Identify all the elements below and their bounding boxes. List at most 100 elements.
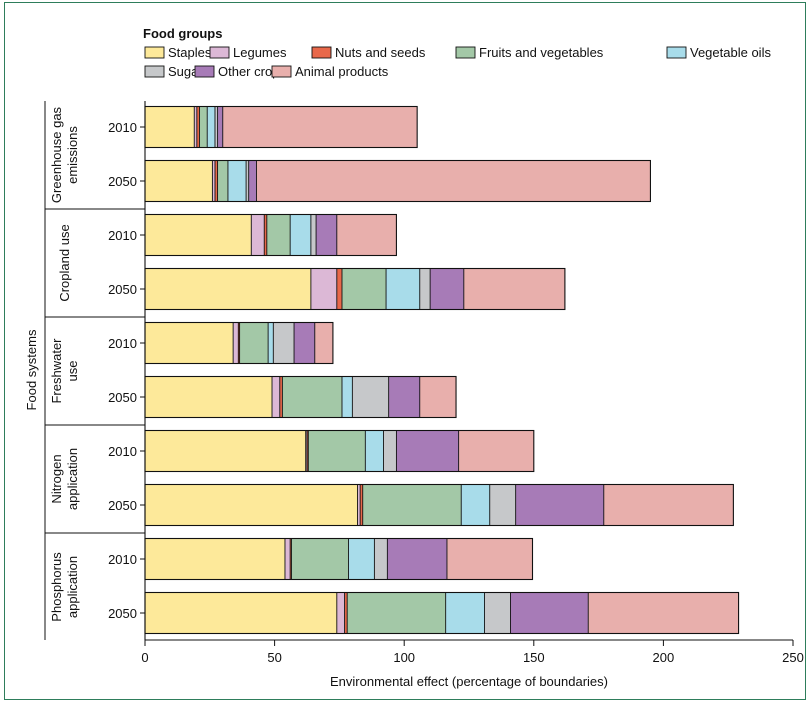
y-axis-title: Food systems [24,329,39,410]
legend-label-fruits-and-vegetables: Fruits and vegetables [479,45,604,60]
x-tick-label-0: 0 [141,650,148,665]
bar-segment-cropland-use-2050-other-crops [430,268,464,310]
bar-segment-phosphorus-application-2010-fruits-and-vegetables [291,538,349,580]
bar-segment-nitrogen-application-2050-animal-products [603,484,734,526]
bar-segment-cropland-use-2050-sugar [419,268,431,310]
bar-segment-greenhouse-gas-emissions-2050-vegetable-oils [227,160,247,202]
bar-segment-phosphorus-application-2050-other-crops [510,592,589,634]
bar-segment-greenhouse-gas-emissions-2050-sugar [246,160,249,202]
legend-label-vegetable-oils: Vegetable oils [690,45,771,60]
year-label-cropland-use-2050: 2050 [108,282,137,297]
bar-segment-phosphorus-application-2050-vegetable-oils [445,592,485,634]
bar-segment-freshwater-use-2050-vegetable-oils [341,376,353,418]
x-tick-label-100: 100 [393,650,415,665]
bar-segment-cropland-use-2010-staples [145,214,252,256]
x-tick-label-50: 50 [267,650,281,665]
bar-segment-phosphorus-application-2050-animal-products [588,592,739,634]
y-axis: 2010 2050 Greenhouse gas emissions 2010 2050 C… [44,101,146,640]
legend-swatch-other-crops [194,65,215,78]
bar-segment-nitrogen-application-2050-sugar [489,484,516,526]
bar-segment-nitrogen-application-2050-other-crops [515,484,604,526]
legend-label-staples: Staples [168,45,212,60]
bar-segment-nitrogen-application-2010-legumes [305,430,307,472]
bar-segment-cropland-use-2010-fruits-and-vegetables [266,214,291,256]
bar-segment-phosphorus-application-2050-fruits-and-vegetables [347,592,446,634]
x-axis-title: Environmental effect (percentage of boun… [330,674,608,689]
bar-segment-cropland-use-2010-nuts-and-seeds [264,214,267,256]
year-label-phosphorus-application-2050: 2050 [108,606,137,621]
bar-segment-phosphorus-application-2010-other-crops [387,538,447,580]
bar-segment-greenhouse-gas-emissions-2010-legumes [194,106,197,148]
legend-swatch-staples [144,46,165,59]
bar-segment-freshwater-use-2010-nuts-and-seeds [238,322,240,364]
bar-segment-freshwater-use-2050-nuts-and-seeds [279,376,283,418]
group-label-cropland-use: Cropland use [57,224,72,301]
bar-segment-greenhouse-gas-emissions-2050-staples [145,160,213,202]
bar-segment-greenhouse-gas-emissions-2050-nuts-and-seeds [214,160,218,202]
bar-segment-freshwater-use-2010-fruits-and-vegetables [239,322,269,364]
bar-segment-phosphorus-application-2050-sugar [484,592,511,634]
x-tick-label-150: 150 [523,650,545,665]
bar-segment-greenhouse-gas-emissions-2010-fruits-and-vegetables [199,106,208,148]
legend-swatch-vegetable-oils [666,46,687,59]
bar-segment-freshwater-use-2010-staples [145,322,234,364]
year-label-greenhouse-gas-emissions-2010: 2010 [108,120,137,135]
legend-swatch-legumes [209,46,230,59]
year-label-greenhouse-gas-emissions-2050: 2050 [108,174,137,189]
x-tick-label-250: 250 [782,650,804,665]
bar-segment-cropland-use-2050-legumes [310,268,337,310]
bar-segment-greenhouse-gas-emissions-2050-other-crops [248,160,257,202]
bar-segment-nitrogen-application-2010-other-crops [396,430,459,472]
bar-segment-nitrogen-application-2050-vegetable-oils [461,484,490,526]
bar-segment-nitrogen-application-2010-nuts-and-seeds [307,430,309,472]
bar-segment-nitrogen-application-2010-staples [145,430,306,472]
bar-segment-freshwater-use-2010-vegetable-oils [268,322,274,364]
year-label-freshwater-use-2050: 2050 [108,390,137,405]
bar-segment-phosphorus-application-2010-staples [145,538,285,580]
bar-segment-greenhouse-gas-emissions-2010-sugar [214,106,218,148]
bar-segment-phosphorus-application-2050-legumes [336,592,345,634]
year-label-phosphorus-application-2010: 2010 [108,552,137,567]
bar-segment-nitrogen-application-2010-vegetable-oils [365,430,384,472]
legend-label-sugar: Sugar [168,64,203,79]
legend-swatch-animal-products [271,65,292,78]
bar-segment-cropland-use-2050-staples [145,268,311,310]
bar-segment-cropland-use-2010-legumes [251,214,265,256]
figure-frame [4,2,806,700]
bar-segment-freshwater-use-2010-sugar [273,322,295,364]
bar-segment-cropland-use-2050-vegetable-oils [386,268,420,310]
bar-segment-cropland-use-2010-vegetable-oils [290,214,311,256]
legend-swatch-nuts-and-seeds [311,46,332,59]
legend-label-animal-products: Animal products [295,64,389,79]
bar-segment-greenhouse-gas-emissions-2010-vegetable-oils [207,106,215,148]
bar-segment-cropland-use-2010-sugar [310,214,317,256]
bar-segment-phosphorus-application-2010-vegetable-oils [348,538,375,580]
legend-label-other-crops: Other crops [218,64,286,79]
bar-segment-phosphorus-application-2050-nuts-and-seeds [344,592,348,634]
bar-segment-nitrogen-application-2050-legumes [357,484,361,526]
bar-segment-freshwater-use-2010-other-crops [294,322,315,364]
bar-segment-freshwater-use-2010-animal-products [314,322,333,364]
plot-area [144,105,740,635]
year-label-nitrogen-application-2010: 2010 [108,444,137,459]
group-label-freshwater-use: Freshwater [49,338,64,404]
group-label-phosphorus-application: application [65,556,80,618]
year-label-nitrogen-application-2050: 2050 [108,498,137,513]
bar-segment-nitrogen-application-2050-fruits-and-vegetables [362,484,462,526]
bar-segment-greenhouse-gas-emissions-2050-legumes [212,160,215,202]
bar-segment-cropland-use-2050-fruits-and-vegetables [341,268,387,310]
bar-segment-cropland-use-2050-nuts-and-seeds [336,268,342,310]
bar-segment-greenhouse-gas-emissions-2010-nuts-and-seeds [196,106,200,148]
bar-segment-phosphorus-application-2010-animal-products [446,538,533,580]
legend-label-legumes: Legumes [233,45,287,60]
bar-segment-greenhouse-gas-emissions-2010-animal-products [222,106,418,148]
legend: Food groups Staples Legumes Nuts and seeds… [143,26,771,79]
bar-segment-freshwater-use-2050-staples [145,376,273,418]
bar-segment-phosphorus-application-2010-legumes [284,538,291,580]
x-tick-label-200: 200 [653,650,675,665]
bar-segment-nitrogen-application-2010-fruits-and-vegetables [308,430,366,472]
bar-segment-nitrogen-application-2010-animal-products [458,430,534,472]
year-label-cropland-use-2010: 2010 [108,228,137,243]
bar-segment-nitrogen-application-2010-sugar [383,430,397,472]
